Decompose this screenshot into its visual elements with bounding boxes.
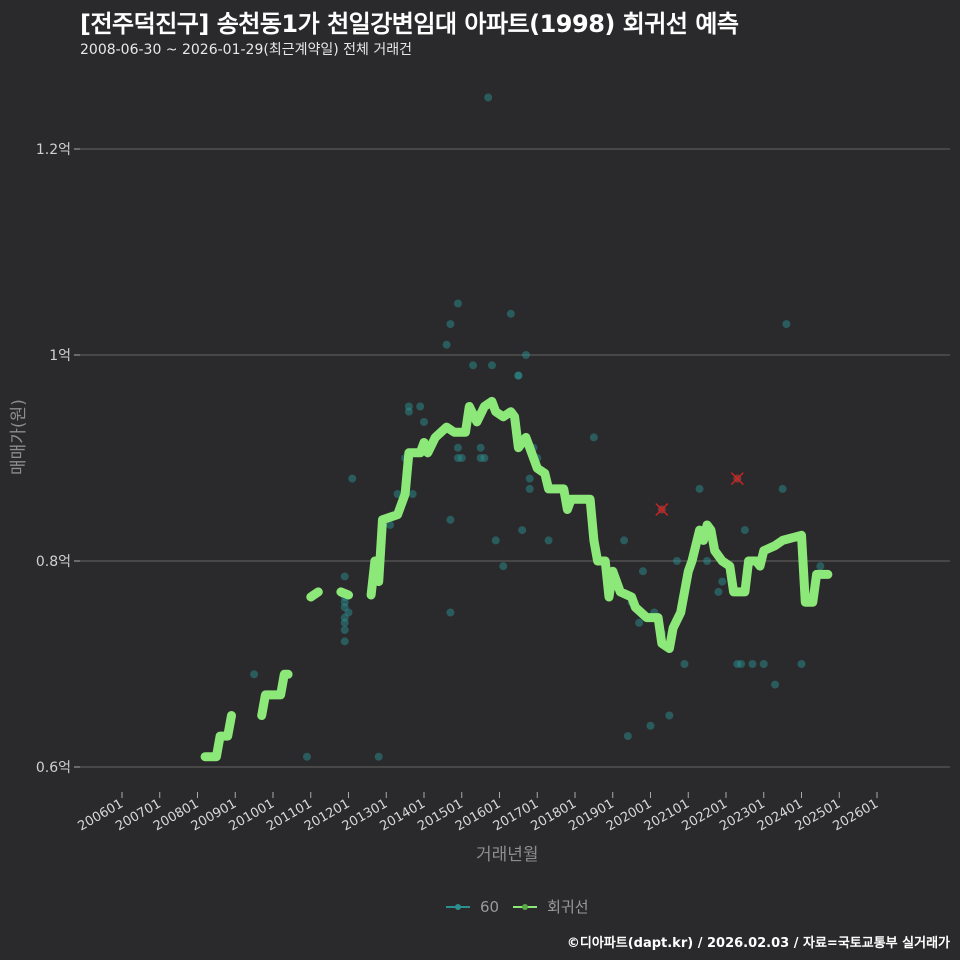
legend-label-60: 60 — [480, 897, 500, 916]
x-axis-ticks: 2006012007012008012009012010012011012012… — [76, 792, 881, 834]
svg-text:1.2억: 1.2억 — [36, 142, 71, 158]
chart-subtitle: 2008-06-30 ~ 2026-01-29(최근계약일) 전체 거래건 — [80, 42, 412, 58]
y-axis-ticks: 0.6억 0.8억 1억 1.2억 — [36, 142, 80, 776]
legend: 60 회귀선 — [446, 896, 595, 917]
regression-line — [200, 396, 833, 762]
line-dot-icon — [446, 901, 470, 913]
legend-label-regression: 회귀선 — [547, 898, 589, 916]
footer-credit: ©디아파트(dapt.kr) / 2026.02.03 / 자료=국토교통부 실… — [566, 936, 950, 951]
legend-item-60[interactable]: 60 — [446, 898, 499, 916]
line-dot-icon — [513, 901, 538, 913]
gridlines — [80, 148, 950, 768]
svg-text:0.8억: 0.8억 — [36, 554, 71, 570]
x-axis-label: 거래년월 — [476, 845, 539, 865]
outlier-markers — [655, 472, 744, 517]
svg-text:0.6억: 0.6억 — [36, 760, 71, 776]
svg-text:1억: 1억 — [49, 348, 71, 364]
y-axis-label: 매매가(원) — [9, 399, 29, 475]
chart-title: [전주덕진구] 송천동1가 천일강변임대 아파트(1998) 회귀선 예측 — [80, 10, 739, 38]
legend-item-regression[interactable]: 회귀선 — [513, 896, 589, 917]
